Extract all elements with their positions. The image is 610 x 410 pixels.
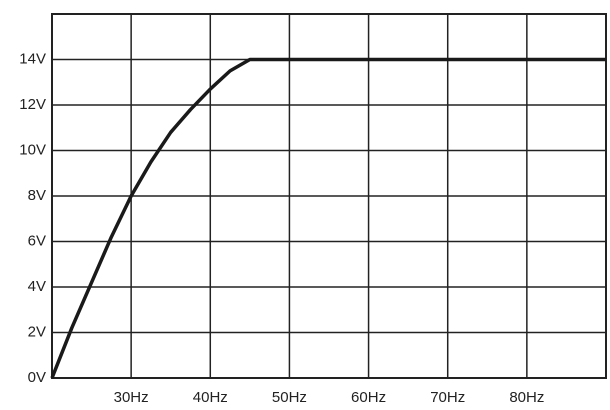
x-tick-label: 50Hz — [272, 389, 307, 406]
y-tick-label: 12V — [19, 96, 46, 113]
x-tick-label: 30Hz — [114, 389, 149, 406]
y-tick-label: 2V — [28, 323, 46, 340]
y-tick-label: 8V — [28, 187, 46, 204]
x-tick-label: 60Hz — [351, 389, 386, 406]
y-tick-label: 10V — [19, 141, 46, 158]
y-tick-label: 6V — [28, 232, 46, 249]
y-tick-label: 14V — [19, 50, 46, 67]
x-tick-label: 70Hz — [430, 389, 465, 406]
y-tick-label: 4V — [28, 278, 46, 295]
y-tick-label: 0V — [28, 369, 46, 386]
x-tick-label: 80Hz — [509, 389, 544, 406]
data-line — [50, 57, 606, 379]
x-tick-label: 40Hz — [193, 389, 228, 406]
